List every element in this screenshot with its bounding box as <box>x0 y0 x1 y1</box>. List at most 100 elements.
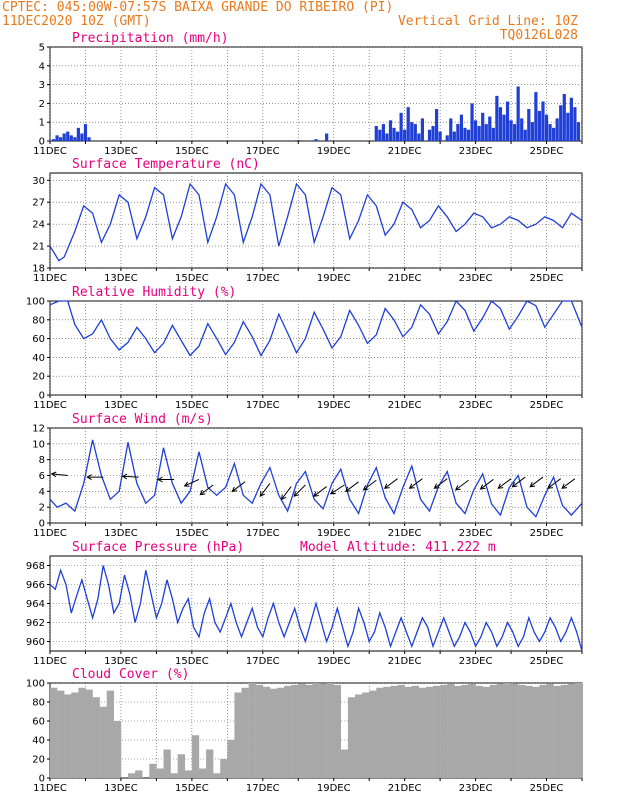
cloud-bar <box>170 773 178 778</box>
y-tick-label: 960 <box>26 637 45 648</box>
cloud-bar <box>262 686 271 778</box>
cloud-bar <box>347 697 356 778</box>
wind-arrow <box>547 478 562 489</box>
x-tick-label: 25DEC <box>530 783 564 794</box>
wind-arrow <box>529 476 544 488</box>
cloud-bar <box>99 706 107 778</box>
cloud-bar <box>319 683 327 778</box>
wind-arrow <box>259 483 271 497</box>
header-model: TQ0126L028 <box>500 28 578 43</box>
cloud-bar <box>532 686 540 778</box>
x-tick-label: 25DEC <box>530 273 564 284</box>
cloud-bar <box>92 697 100 778</box>
model-altitude: Model Altitude: 411.222 m <box>300 540 496 555</box>
cloud-bar <box>404 686 412 778</box>
precip-bar <box>62 133 66 141</box>
wind-arrow <box>363 479 377 491</box>
cloud-bar <box>553 685 561 778</box>
cloud-bar <box>376 687 384 778</box>
cloud-bar <box>64 694 72 778</box>
y-tick-label: 10 <box>32 439 45 450</box>
precip-bar <box>420 118 424 141</box>
x-tick-label: 17DEC <box>246 273 280 284</box>
precip-bar <box>325 133 329 141</box>
temperature-panel: Surface Temperature (nC) 11DEC 13DEC 15DEC… <box>32 157 583 284</box>
precip-bar <box>51 139 56 141</box>
precip-bar <box>403 129 407 141</box>
cloud-bar <box>255 684 263 778</box>
x-tick-label: 17DEC <box>246 783 280 794</box>
precip-bar <box>562 94 566 141</box>
humidity-panel: Relative Humidity (%) 11DEC 13DEC 15DEC 17D… <box>26 285 583 411</box>
panel-frame <box>49 46 583 142</box>
precip-bar <box>516 86 520 141</box>
x-tick-label: 23DEC <box>459 273 493 284</box>
precip-bar <box>491 127 495 141</box>
y-tick-label: 4 <box>39 61 45 72</box>
x-tick-label: 25DEC <box>530 528 564 539</box>
precipitation-panel: Precipitation (mm/h) 11DEC 13DEC 15DEC 17DE… <box>33 31 583 157</box>
y-tick-label: 6 <box>39 471 45 482</box>
precip-bar <box>520 118 524 141</box>
cloud-bar <box>390 685 398 778</box>
x-tick-label: 13DEC <box>104 146 138 157</box>
x-tick-label: 21DEC <box>388 146 422 157</box>
cloud-bar <box>198 768 207 778</box>
precip-bar <box>488 116 492 141</box>
cloud-bar <box>340 749 349 778</box>
precip-bar <box>509 120 513 141</box>
wind-arrow-head <box>529 481 536 488</box>
wind-arrow-head <box>329 489 336 495</box>
cloud-bar <box>135 770 143 778</box>
cloud-bar <box>369 690 377 778</box>
precip-bar <box>573 107 577 141</box>
x-tick-label: 21DEC <box>388 656 422 667</box>
cloud-bar <box>475 685 483 778</box>
cloud-bar <box>128 773 136 778</box>
cloud-bar <box>276 687 285 778</box>
precip-bar <box>80 133 84 141</box>
cloud-bar <box>482 686 490 778</box>
cloud-bar <box>468 683 476 778</box>
x-tick-label: 17DEC <box>246 146 280 157</box>
x-tick-label: 17DEC <box>246 400 280 411</box>
cloud-bar <box>489 684 498 778</box>
cloud-bar <box>326 683 334 778</box>
wind-arrow <box>281 486 292 500</box>
x-tick-label: 23DEC <box>459 783 493 794</box>
wind-arrow <box>345 481 359 492</box>
wind-arrow-head <box>157 476 163 483</box>
x-tick-label: 15DEC <box>175 528 209 539</box>
cloud-bar <box>539 684 547 778</box>
x-tick-label: 17DEC <box>246 656 280 667</box>
wind-arrow-head <box>344 486 351 493</box>
y-tick-label: 80 <box>32 315 45 326</box>
y-tick-label: 2 <box>39 99 45 110</box>
precip-bar <box>399 112 403 141</box>
wind-arrow-head <box>408 483 415 489</box>
wind-arrow <box>561 478 576 489</box>
y-tick-label: 21 <box>32 242 45 253</box>
precip-bar <box>55 135 59 141</box>
cloud-bar <box>333 684 342 778</box>
y-tick-label: 968 <box>26 561 45 572</box>
cloud-bar <box>411 685 420 778</box>
precip-bar <box>534 92 538 141</box>
x-tick-label: 15DEC <box>175 400 209 411</box>
wind-arrow <box>200 484 214 496</box>
precip-bar <box>374 125 378 141</box>
cloud-bar <box>298 683 306 778</box>
y-tick-label: 80 <box>32 698 45 709</box>
x-tick-label: 25DEC <box>530 656 564 667</box>
y-tick-label: 966 <box>26 580 45 591</box>
precip-bar <box>385 133 389 141</box>
wind-arrow <box>51 473 68 476</box>
cloud-bar <box>269 688 278 778</box>
cloud-bar <box>383 686 391 778</box>
precip-bar <box>548 124 552 141</box>
precip-bar <box>87 137 91 141</box>
precip-bar <box>484 124 488 141</box>
cloud-bar <box>433 685 441 778</box>
pressure-title: Surface Pressure (hPa) <box>72 540 244 555</box>
wind-arrow <box>409 478 423 489</box>
